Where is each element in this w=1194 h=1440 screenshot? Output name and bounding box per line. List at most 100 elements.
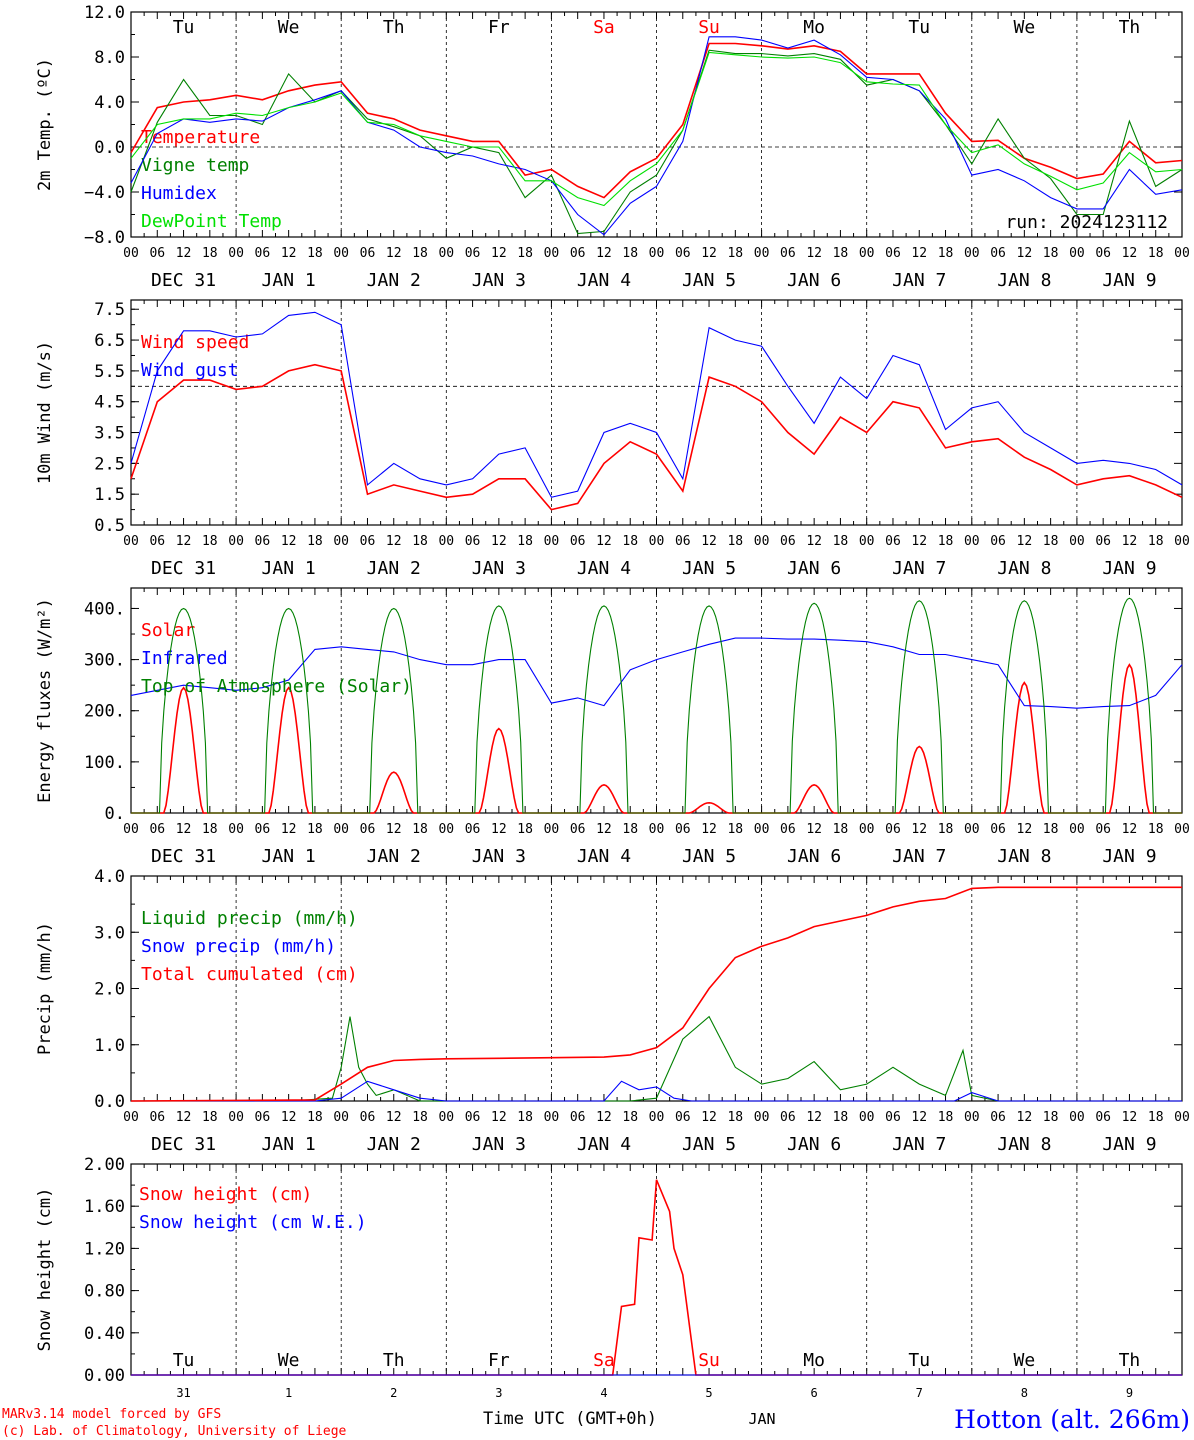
hour-tick-label: 12 [176, 1110, 192, 1125]
panel-1: −8.0 −4.0 0.0 4.0 8.0 12.0 2m Temp. (ºC) 00 06 12… [35, 3, 1190, 291]
hour-tick-label: 06 [149, 534, 165, 549]
hour-tick-label: 12 [281, 246, 297, 261]
hour-tick-label: 00 [438, 822, 454, 837]
hour-tick-label: 18 [1043, 822, 1059, 837]
hour-tick-label: 00 [1069, 246, 1085, 261]
hour-tick-label: 18 [1043, 246, 1059, 261]
y-tick-label: 12.0 [84, 3, 125, 23]
date-label: JAN 9 [1102, 558, 1156, 579]
y-axis-label: Snow height (cm) [35, 1188, 55, 1352]
hour-tick-label: 18 [1043, 534, 1059, 549]
hour-tick-label: 00 [123, 246, 139, 261]
hour-tick-label: 18 [517, 534, 533, 549]
date-label: JAN 7 [892, 846, 946, 867]
date-label: JAN 8 [997, 270, 1051, 291]
date-label: JAN 4 [577, 270, 631, 291]
hour-tick-label: 00 [754, 534, 770, 549]
date-label: JAN 8 [997, 1134, 1051, 1155]
hour-tick-label: 06 [570, 1110, 586, 1125]
hour-tick-label: 12 [596, 534, 612, 549]
hour-tick-label: 12 [806, 246, 822, 261]
hour-tick-label: 06 [990, 1110, 1006, 1125]
hour-tick-label: 00 [438, 534, 454, 549]
hour-tick-label: 12 [176, 246, 192, 261]
hour-tick-label: 00 [859, 1110, 875, 1125]
series-line [130, 42, 1183, 199]
hour-tick-label: 06 [675, 822, 691, 837]
hour-tick-label: 12 [386, 1110, 402, 1125]
day-abbr-label: Th [383, 1350, 405, 1371]
hour-tick-label: 12 [491, 822, 507, 837]
date-label: JAN 9 [1102, 1134, 1156, 1155]
hour-tick-label: 06 [990, 246, 1006, 261]
hour-tick-label: 18 [517, 1110, 533, 1125]
plot-frame [130, 587, 1183, 814]
date-label: JAN 7 [892, 270, 946, 291]
y-tick-label: 3.0 [94, 923, 125, 943]
hour-tick-label: 12 [701, 246, 717, 261]
date-label: JAN 4 [577, 846, 631, 867]
hour-tick-label: 00 [1174, 246, 1190, 261]
legend-entry: Top of Atmosphere (Solar) [141, 676, 412, 697]
hour-tick-label: 00 [859, 246, 875, 261]
day-number-label: 1 [285, 1386, 292, 1400]
date-label: JAN 5 [682, 1134, 736, 1155]
hour-tick-label: 00 [1174, 1110, 1190, 1125]
hour-tick-label: 00 [333, 822, 349, 837]
y-tick-label: 0.40 [84, 1324, 125, 1344]
day-abbr-label: Tu [908, 17, 930, 38]
hour-tick-label: 12 [281, 1110, 297, 1125]
y-tick-label: 1.20 [84, 1239, 125, 1259]
hour-tick-label: 18 [412, 1110, 428, 1125]
hour-tick-label: 12 [491, 1110, 507, 1125]
series-line [130, 49, 1183, 235]
date-label: JAN 3 [472, 270, 526, 291]
hour-tick-label: 12 [1017, 822, 1033, 837]
hour-tick-label: 06 [780, 822, 796, 837]
y-tick-label: 1.60 [84, 1197, 125, 1217]
y-tick-label: 300. [84, 651, 125, 671]
footer-credit: (c) Lab. of Climatology, University of L… [2, 1424, 347, 1439]
day-number-label: 9 [1126, 1386, 1133, 1400]
panel-4: 0.0 1.0 2.0 3.0 4.0 Precip (mm/h) 00 06 12 18 00 06… [35, 867, 1190, 1155]
hour-tick-label: 18 [1043, 1110, 1059, 1125]
hour-tick-label: 06 [360, 822, 376, 837]
day-abbr-label: Th [383, 17, 405, 38]
hour-tick-label: 06 [675, 534, 691, 549]
hour-tick-label: 18 [833, 1110, 849, 1125]
hour-tick-label: 06 [675, 1110, 691, 1125]
hour-tick-label: 12 [1017, 534, 1033, 549]
hour-tick-label: 06 [255, 1110, 271, 1125]
date-label: JAN 2 [367, 846, 421, 867]
hour-tick-label: 00 [228, 246, 244, 261]
day-number-label: 7 [916, 1386, 923, 1400]
y-tick-label: 2.0 [94, 980, 125, 1000]
hour-tick-label: 18 [412, 534, 428, 549]
hour-tick-label: 06 [255, 534, 271, 549]
day-abbr-label: Sa [593, 1350, 615, 1371]
date-label: DEC 31 [151, 846, 216, 867]
date-label: JAN 8 [997, 558, 1051, 579]
day-abbr-label: We [278, 17, 300, 38]
hour-tick-label: 18 [727, 246, 743, 261]
date-label: JAN 3 [472, 558, 526, 579]
legend-entry: Vigne temp [141, 155, 249, 176]
hour-tick-label: 06 [570, 246, 586, 261]
day-abbr-label: We [1014, 17, 1036, 38]
date-label: DEC 31 [151, 270, 216, 291]
y-axis-label: Precip (mm/h) [35, 922, 55, 1055]
hour-tick-label: 00 [754, 822, 770, 837]
hour-tick-label: 00 [544, 1110, 560, 1125]
hour-tick-label: 18 [938, 534, 954, 549]
hour-tick-label: 00 [544, 246, 560, 261]
day-number-label: 4 [600, 1386, 607, 1400]
hour-tick-label: 06 [360, 1110, 376, 1125]
hour-tick-label: 06 [360, 246, 376, 261]
date-label: JAN 4 [577, 558, 631, 579]
date-label: JAN 1 [262, 1134, 316, 1155]
hour-tick-label: 12 [911, 1110, 927, 1125]
hour-tick-label: 00 [333, 246, 349, 261]
y-tick-label: 4.5 [94, 393, 125, 413]
y-axis-label: Energy fluxes (W/m²) [35, 598, 55, 803]
